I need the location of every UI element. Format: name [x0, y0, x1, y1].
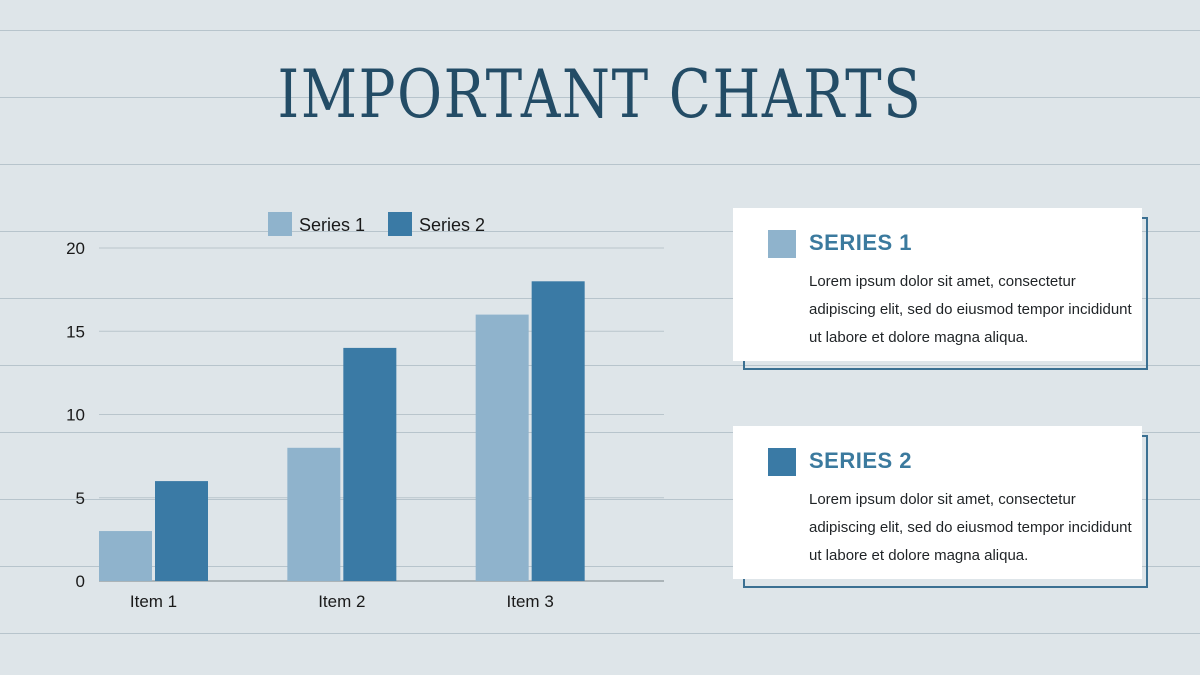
- y-tick-label: 20: [66, 239, 85, 258]
- background-rule: [0, 231, 1200, 232]
- background-rule: [0, 97, 1200, 98]
- x-tick-label: Item 1: [130, 592, 177, 611]
- card-title: SERIES 1: [809, 230, 913, 255]
- background-rule: [0, 566, 1200, 567]
- legend-swatch: [268, 212, 292, 236]
- card-text: Lorem ipsum dolor sit amet, consectetur …: [809, 491, 1132, 564]
- background-rule: [0, 164, 1200, 165]
- series-1-swatch: [768, 230, 796, 258]
- card-text: Lorem ipsum dolor sit amet, consectetur …: [809, 273, 1132, 346]
- y-tick-label: 0: [76, 572, 85, 591]
- background-rule: [0, 633, 1200, 634]
- y-tick-label: 10: [66, 406, 85, 425]
- y-tick-label: 5: [76, 489, 85, 508]
- background-rule: [0, 298, 1200, 299]
- series-1-card: SERIES 1 Lorem ipsum dolor sit amet, con…: [733, 208, 1151, 370]
- card-title: SERIES 2: [809, 448, 913, 473]
- bar-series-1: [99, 531, 152, 581]
- card-body: SERIES 1 Lorem ipsum dolor sit amet, con…: [733, 208, 1142, 361]
- card-body: SERIES 2 Lorem ipsum dolor sit amet, con…: [733, 426, 1142, 579]
- page-title: IMPORTANT CHARTS: [277, 56, 923, 133]
- bar-series-1: [475, 314, 529, 581]
- bar-series-2: [155, 481, 208, 581]
- background-rule: [0, 30, 1200, 31]
- legend-label: Series 2: [419, 215, 485, 235]
- x-tick-label: Item 2: [318, 592, 365, 611]
- x-tick-label: Item 3: [507, 592, 554, 611]
- bar-series-2: [531, 281, 585, 581]
- background-rule: [0, 365, 1200, 366]
- y-tick-label: 15: [66, 322, 85, 341]
- series-2-swatch: [768, 448, 796, 476]
- bar-series-2: [343, 347, 397, 581]
- legend-swatch: [388, 212, 412, 236]
- bar-chart: 0 5 10 15 20 Item 1 Item 2 Item 3 Series 1 Series…: [66, 212, 664, 611]
- background-rule: [0, 432, 1200, 433]
- series-2-card: SERIES 2 Lorem ipsum dolor sit amet, con…: [733, 426, 1151, 588]
- bar-series-1: [287, 447, 341, 581]
- legend-label: Series 1: [299, 215, 365, 235]
- background-rule: [0, 499, 1200, 500]
